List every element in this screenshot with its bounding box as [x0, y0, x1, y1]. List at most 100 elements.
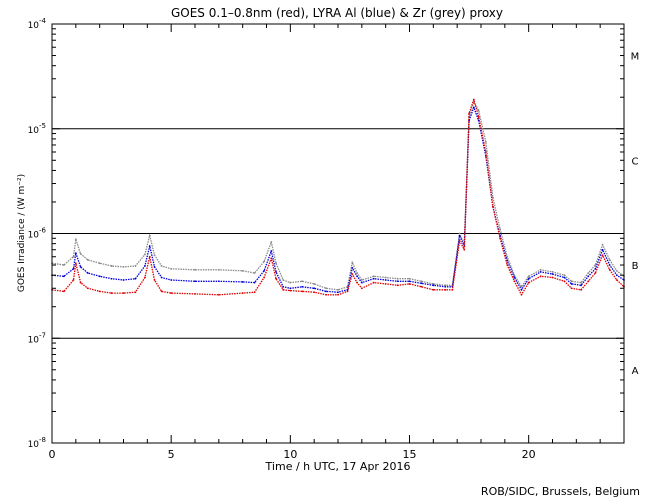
data-point — [313, 291, 316, 294]
data-point — [72, 267, 75, 270]
data-point — [325, 290, 327, 293]
data-point — [396, 284, 399, 287]
flare-class-labels: M C B A — [631, 52, 640, 377]
data-point — [194, 268, 196, 271]
data-point — [444, 288, 447, 291]
x-axis-label: Time / h UTC, 17 Apr 2016 — [265, 460, 411, 473]
data-point — [275, 270, 277, 273]
data-point — [580, 288, 582, 291]
data-point — [144, 253, 146, 256]
data-point — [79, 265, 82, 268]
data-point — [153, 254, 156, 257]
data-point — [289, 287, 292, 290]
data-point — [432, 288, 435, 291]
data-point — [194, 293, 196, 295]
data-point — [148, 234, 151, 237]
data-point — [458, 239, 461, 242]
data-point — [270, 241, 273, 243]
data-point — [270, 250, 273, 252]
data-point — [79, 281, 82, 284]
y-tick-label: 10-5 — [28, 122, 46, 136]
data-point — [170, 279, 173, 281]
data-point — [74, 252, 77, 254]
data-point — [122, 292, 125, 294]
data-point — [253, 281, 256, 284]
y-tick-label: 10-6 — [28, 227, 47, 241]
y-tick-label: 10-7 — [28, 331, 46, 345]
data-point — [539, 268, 542, 271]
data-point — [122, 265, 125, 268]
data-point — [275, 262, 277, 265]
data-point — [351, 273, 354, 275]
data-point — [520, 288, 523, 291]
data-point — [615, 274, 618, 277]
x-axis: 0 5 10 15 20 — [49, 24, 625, 461]
data-point — [463, 248, 466, 251]
plot-frame — [51, 23, 625, 444]
data-point — [594, 264, 597, 266]
data-point — [241, 269, 244, 272]
data-point — [601, 243, 604, 246]
data-point — [420, 280, 423, 283]
data-point — [360, 287, 363, 290]
data-point — [263, 269, 266, 272]
data-point — [241, 281, 244, 283]
data-point — [110, 265, 113, 267]
data-point — [134, 277, 137, 280]
data-point — [563, 280, 566, 283]
data-point — [477, 115, 480, 118]
data-point — [337, 291, 339, 294]
data-point — [594, 267, 597, 270]
data-point — [134, 291, 137, 294]
data-point — [217, 280, 220, 283]
data-point — [520, 285, 523, 288]
data-point — [313, 283, 316, 285]
data-point — [63, 264, 65, 266]
flare-class-label: B — [632, 261, 639, 272]
data-point — [241, 292, 244, 294]
data-point — [160, 276, 163, 279]
data-point — [74, 238, 77, 241]
data-point — [499, 237, 501, 240]
flare-class-label: A — [632, 366, 639, 377]
data-point — [420, 282, 423, 285]
data-point — [408, 283, 411, 285]
data-point — [551, 276, 554, 279]
data-point — [396, 277, 399, 280]
y-tick-label: 10-8 — [28, 436, 46, 450]
data-point — [384, 279, 387, 281]
data-point — [356, 281, 358, 284]
data-point — [384, 283, 387, 285]
data-point — [79, 252, 82, 255]
chart-title: GOES 0.1–0.8nm (red), LYRA Al (blue) & Z… — [171, 6, 503, 20]
data-point — [217, 293, 220, 296]
data-point — [86, 287, 89, 290]
data-point — [513, 276, 516, 279]
footer-credit: ROB/SIDC, Brussels, Belgium — [481, 485, 640, 498]
data-point — [153, 279, 156, 281]
data-point — [527, 277, 530, 280]
data-point — [615, 279, 618, 281]
data-point — [580, 284, 582, 287]
class-lines — [52, 128, 624, 339]
data-point — [360, 281, 363, 284]
data-point — [563, 276, 566, 279]
data-point — [160, 265, 163, 267]
data-point — [570, 283, 573, 285]
data-point — [253, 272, 256, 274]
data-point — [408, 280, 411, 283]
data-point — [110, 292, 113, 294]
data-point — [384, 276, 387, 279]
data-point — [337, 293, 339, 296]
x-tick-label: 10 — [283, 448, 297, 461]
data-point — [472, 106, 475, 109]
data-point — [372, 281, 375, 284]
data-point — [420, 285, 423, 288]
data-point — [98, 290, 101, 293]
data-point — [86, 272, 89, 274]
data-point — [170, 267, 173, 270]
data-point — [484, 140, 487, 143]
data-point — [506, 264, 509, 266]
data-point — [301, 285, 304, 288]
data-point — [492, 196, 494, 199]
